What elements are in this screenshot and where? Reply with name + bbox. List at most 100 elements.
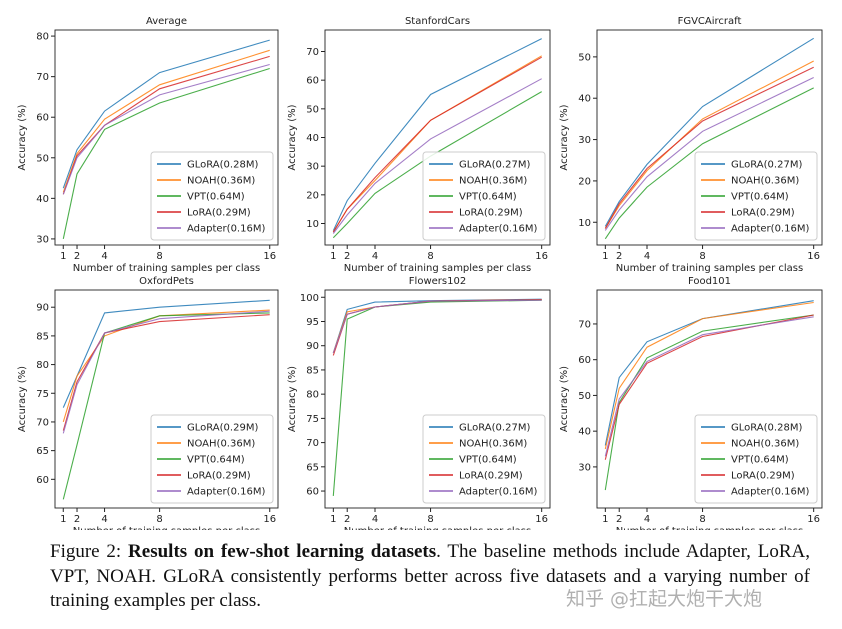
chart-title: Average <box>146 16 187 27</box>
legend-label: Adapter(0.16M) <box>459 224 537 235</box>
y-tick-label: 20 <box>306 190 319 201</box>
x-tick-label: 2 <box>344 514 350 525</box>
y-tick-label: 50 <box>578 52 591 63</box>
legend-label: LoRA(0.29M) <box>731 208 795 219</box>
legend-label: NOAH(0.36M) <box>187 439 255 450</box>
x-tick-label: 1 <box>60 251 66 262</box>
y-tick-label: 50 <box>306 104 319 115</box>
x-tick-label: 1 <box>330 514 336 525</box>
y-tick-label: 70 <box>36 417 49 428</box>
x-tick-label: 1 <box>60 514 66 525</box>
series-line <box>604 87 814 240</box>
y-tick-label: 70 <box>306 438 319 449</box>
y-axis-label: Accuracy (%) <box>559 366 570 432</box>
series-line <box>604 66 814 229</box>
y-tick-label: 40 <box>306 133 319 144</box>
y-tick-label: 80 <box>306 390 319 401</box>
series-line <box>604 301 814 450</box>
x-tick-label: 1 <box>602 514 608 525</box>
x-tick-label: 4 <box>101 514 107 525</box>
y-tick-label: 75 <box>36 389 49 400</box>
legend-label: VPT(0.64M) <box>459 455 517 466</box>
legend-box <box>422 414 546 504</box>
series-line <box>62 67 270 240</box>
y-tick-label: 80 <box>36 360 49 371</box>
series-line <box>604 300 814 446</box>
y-tick-label: 30 <box>578 462 591 473</box>
plot-frame <box>54 289 279 509</box>
caption: Figure 2: Results on few-shot learning d… <box>50 540 810 614</box>
legend-label: NOAH(0.36M) <box>731 176 799 187</box>
legend-label: Adapter(0.16M) <box>731 224 809 235</box>
x-tick-label: 2 <box>74 251 80 262</box>
y-tick-label: 60 <box>578 355 591 366</box>
series-line <box>332 299 542 354</box>
series-line <box>604 37 814 227</box>
legend-box <box>422 151 546 241</box>
y-tick-label: 10 <box>578 218 591 229</box>
series-line <box>332 299 542 354</box>
series-line <box>62 49 270 193</box>
series-line <box>332 298 542 354</box>
x-axis-label: Number of training samples per class <box>344 263 531 274</box>
y-tick-label: 50 <box>578 391 591 402</box>
x-tick-label: 2 <box>74 514 80 525</box>
x-axis-label: Number of training samples per class <box>344 526 531 530</box>
legend-label: GLoRA(0.28M) <box>731 423 802 434</box>
y-tick-label: 40 <box>578 427 591 438</box>
x-tick-label: 2 <box>616 251 622 262</box>
plot-frame <box>54 29 279 246</box>
x-tick-label: 4 <box>372 514 378 525</box>
chart-title: StanfordCars <box>405 16 470 27</box>
y-axis-label: Accuracy (%) <box>17 104 28 170</box>
y-axis-label: Accuracy (%) <box>17 366 28 432</box>
x-axis-label: Number of training samples per class <box>616 526 803 530</box>
legend-label: LoRA(0.29M) <box>459 471 523 482</box>
series-line <box>62 310 270 434</box>
x-tick-label: 2 <box>616 514 622 525</box>
x-tick-label: 16 <box>263 251 276 262</box>
plot-frame <box>596 29 823 246</box>
x-tick-label: 16 <box>535 251 548 262</box>
x-tick-label: 4 <box>644 251 650 262</box>
y-tick-label: 80 <box>36 32 49 43</box>
x-tick-label: 8 <box>427 251 433 262</box>
y-tick-label: 65 <box>306 462 319 473</box>
y-tick-label: 40 <box>578 94 591 105</box>
series-line <box>332 91 542 239</box>
x-tick-label: 4 <box>644 514 650 525</box>
plot-frame <box>596 289 823 509</box>
chart-title: Food101 <box>688 276 731 287</box>
y-tick-label: 40 <box>36 194 49 205</box>
y-tick-label: 30 <box>36 234 49 245</box>
legend-label: VPT(0.64M) <box>731 455 789 466</box>
legend-label: GLoRA(0.27M) <box>459 423 530 434</box>
series-line <box>62 39 270 189</box>
legend-label: GLoRA(0.28M) <box>187 160 258 171</box>
chart-title: FGVCAircraft <box>678 16 742 27</box>
x-tick-label: 8 <box>156 514 162 525</box>
x-tick-label: 2 <box>344 251 350 262</box>
y-tick-label: 30 <box>578 135 591 146</box>
y-axis-label: Accuracy (%) <box>287 104 298 170</box>
y-tick-label: 85 <box>36 331 49 342</box>
x-tick-label: 1 <box>602 251 608 262</box>
legend-label: VPT(0.64M) <box>459 192 517 203</box>
legend-box <box>694 414 818 504</box>
legend-label: Adapter(0.16M) <box>187 224 265 235</box>
caption-label: Figure 2: <box>50 541 129 562</box>
x-tick-label: 1 <box>330 251 336 262</box>
legend-label: VPT(0.64M) <box>187 192 245 203</box>
series-line <box>62 63 270 195</box>
y-tick-label: 60 <box>36 475 49 486</box>
y-tick-label: 100 <box>300 293 319 304</box>
plot-frame <box>324 289 551 509</box>
x-tick-label: 16 <box>263 514 276 525</box>
series-line <box>604 77 814 231</box>
x-tick-label: 16 <box>807 251 820 262</box>
legend-label: Adapter(0.16M) <box>731 487 809 498</box>
x-tick-label: 4 <box>101 251 107 262</box>
legend-label: NOAH(0.36M) <box>187 176 255 187</box>
